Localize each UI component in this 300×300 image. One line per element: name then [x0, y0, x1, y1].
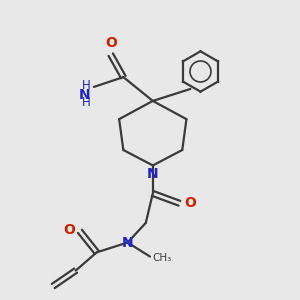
Text: O: O — [105, 36, 117, 50]
Text: H: H — [82, 96, 91, 109]
Text: N: N — [79, 88, 91, 102]
Text: N: N — [122, 236, 134, 250]
Text: H: H — [82, 79, 91, 92]
Text: CH₃: CH₃ — [153, 253, 172, 263]
Text: N: N — [147, 167, 159, 181]
Text: O: O — [63, 223, 75, 237]
Text: O: O — [184, 196, 196, 210]
